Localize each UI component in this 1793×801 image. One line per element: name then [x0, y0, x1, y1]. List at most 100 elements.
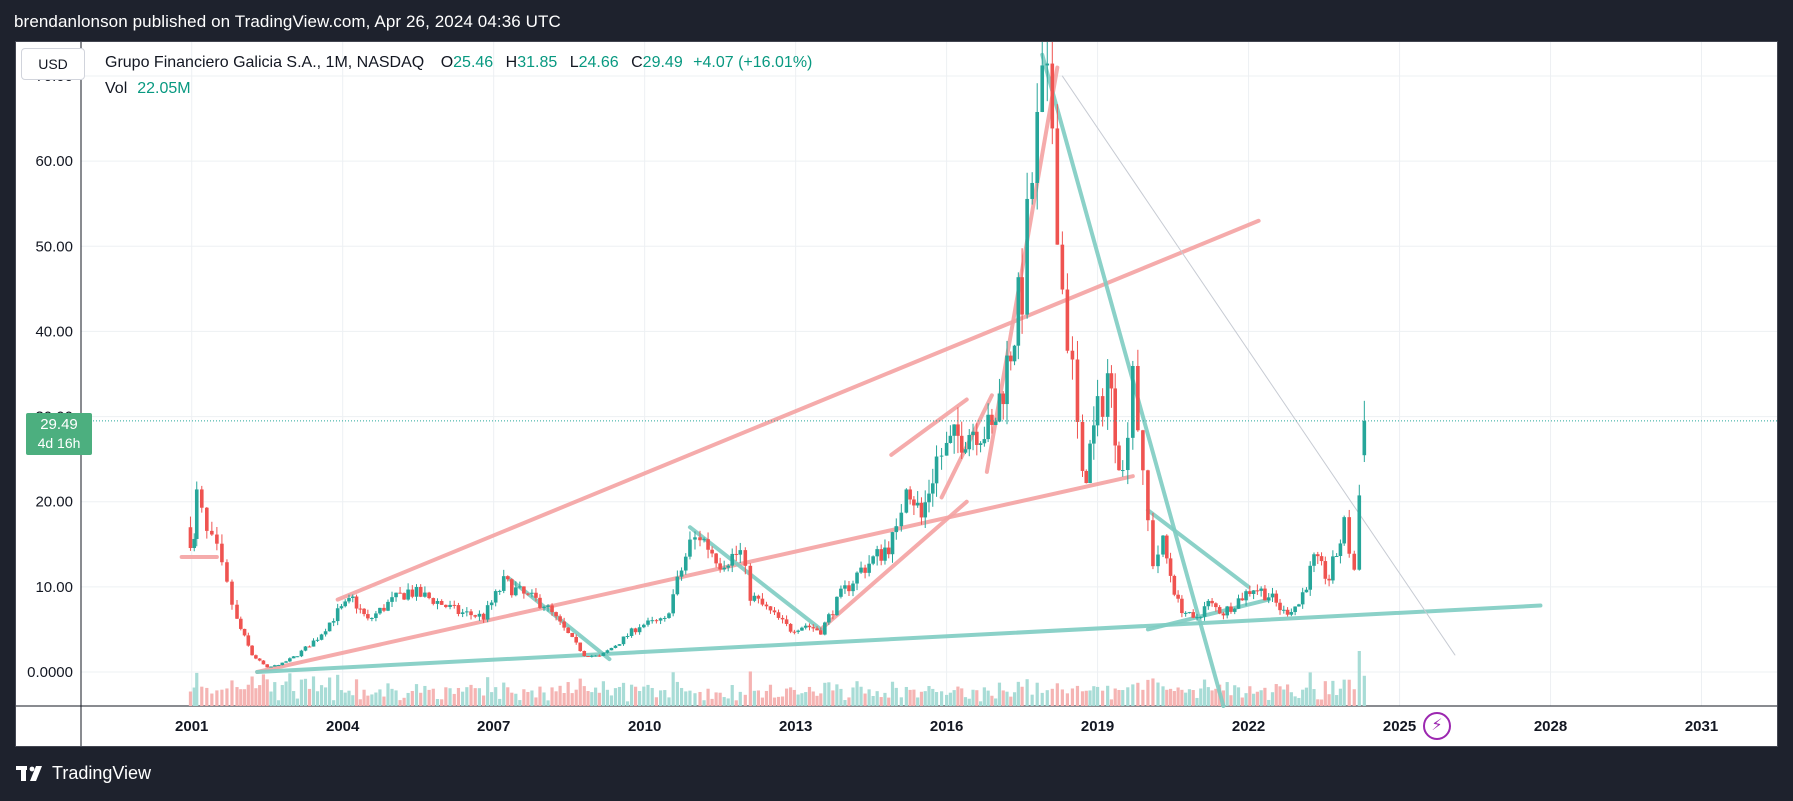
volume-bar — [990, 695, 994, 706]
lightning-icon[interactable]: ⚡ — [1423, 712, 1451, 740]
x-tick-label: 2010 — [628, 718, 661, 735]
volume-bar — [597, 692, 601, 706]
candle-body — [1016, 277, 1021, 346]
candle-body — [978, 443, 983, 445]
volume-bar — [1270, 692, 1275, 706]
volume-bar — [663, 690, 667, 706]
volume-bar — [444, 687, 448, 706]
candle-body — [1274, 593, 1279, 603]
volume-bar — [1297, 697, 1301, 706]
candle-body — [919, 502, 924, 518]
volume-bar — [1050, 688, 1054, 706]
candle-body — [370, 617, 374, 619]
candle-body — [605, 650, 610, 653]
candle-body — [1347, 517, 1352, 554]
volume-bar — [358, 699, 362, 706]
volume-bar — [448, 688, 452, 706]
candle-body — [930, 483, 935, 494]
candle-body — [710, 549, 714, 554]
candle-body — [1240, 598, 1245, 601]
candle-body — [1001, 393, 1006, 405]
volume-bar — [235, 687, 239, 706]
candle-body — [752, 595, 757, 601]
candle-body — [414, 586, 419, 597]
candle-body — [307, 646, 312, 648]
volume-bar — [1131, 684, 1135, 706]
candle-body — [335, 608, 340, 622]
volume-bar — [354, 679, 359, 706]
candle-body — [863, 567, 867, 573]
candle-body — [394, 592, 398, 598]
volume-bar — [601, 681, 605, 706]
volume-bar — [710, 698, 714, 706]
candle-body — [807, 625, 812, 628]
volume-bar — [752, 690, 756, 706]
legend-low-label: L — [569, 54, 579, 71]
volume-bar — [477, 688, 482, 706]
volume-bar — [461, 691, 465, 706]
volume-bar — [1263, 687, 1267, 706]
candle-body — [894, 526, 899, 533]
volume-bar — [374, 692, 378, 706]
candle-body — [738, 550, 743, 555]
volume-bar — [280, 685, 284, 706]
candle-body — [827, 614, 831, 623]
price-chart[interactable]: 70.0060.0050.0040.0030.0020.0010.000.000… — [16, 42, 1777, 746]
candle-body — [675, 576, 680, 595]
candle-body — [792, 631, 797, 633]
volume-bar — [1206, 687, 1210, 706]
candle-body — [1334, 556, 1339, 558]
candle-body — [465, 611, 469, 613]
volume-bar — [1289, 692, 1293, 706]
candle-body — [730, 553, 735, 566]
chart-pane[interactable]: 70.0060.0050.0040.0030.0020.0010.000.000… — [15, 41, 1778, 747]
volume-bar — [875, 691, 879, 706]
volume-bar — [879, 697, 883, 706]
candle-body — [601, 652, 606, 656]
candle-body — [1095, 396, 1100, 426]
last-price: 29.49 — [40, 415, 78, 433]
candle-body — [1131, 365, 1135, 438]
trendline-red — [255, 474, 1135, 674]
legend-symbol: Grupo Financiero Galicia S.A., 1M, NASDA… — [105, 54, 425, 71]
volume-bar — [617, 686, 622, 706]
volume-bar — [956, 686, 960, 706]
last-price-tag: 29.49 4d 16h — [26, 412, 92, 455]
volume-bar — [1121, 690, 1125, 706]
volume-bar — [1030, 694, 1034, 706]
x-tick-label: 2031 — [1685, 718, 1718, 735]
volume-bar — [562, 693, 566, 706]
candle-body — [1030, 182, 1034, 199]
candle-body — [319, 634, 324, 640]
volume-bar — [440, 699, 444, 706]
candle-body — [235, 604, 239, 619]
volume-bar — [1016, 681, 1020, 706]
candle-body — [883, 547, 887, 561]
candle-body — [1323, 561, 1328, 579]
volume-bar — [452, 693, 456, 706]
volume-series — [188, 651, 1366, 706]
candle-body — [331, 621, 336, 623]
volume-bar — [465, 687, 469, 706]
currency-button[interactable]: USD — [21, 48, 85, 80]
volume-bar — [1113, 688, 1117, 706]
candle-body — [772, 610, 777, 613]
candle-body — [522, 586, 526, 594]
volume-bar — [506, 687, 510, 706]
candle-body — [899, 512, 904, 527]
volume-bar — [410, 691, 414, 706]
candle-body — [354, 596, 359, 609]
candle-body — [1198, 616, 1203, 618]
candle-body — [1251, 590, 1256, 594]
trendline-red — [335, 218, 1261, 602]
volume-bar — [250, 676, 254, 706]
footer-brand-text: TradingView — [52, 763, 152, 783]
volume-bar — [890, 681, 895, 706]
candle-body — [1100, 396, 1105, 417]
volume-bar — [303, 678, 308, 706]
volume-bar — [343, 692, 347, 706]
candle-body — [1297, 604, 1301, 607]
volume-bar — [276, 700, 281, 706]
volume-bar — [768, 684, 773, 706]
candle-body — [1084, 470, 1089, 484]
